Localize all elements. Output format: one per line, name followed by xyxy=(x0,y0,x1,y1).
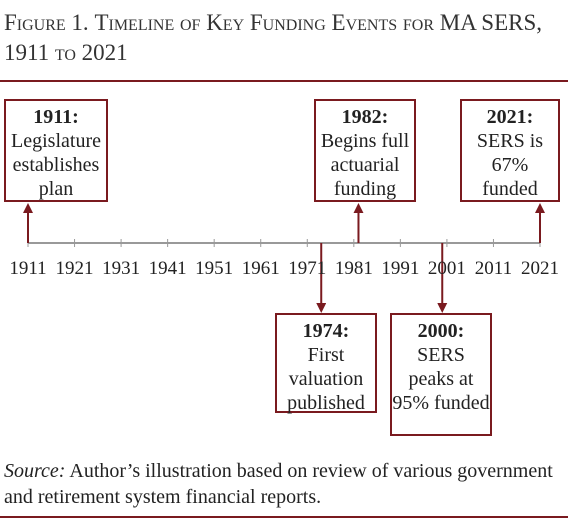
event-connectors xyxy=(23,203,545,313)
tick-label: 2021 xyxy=(521,258,559,279)
event-year: 1974: xyxy=(302,320,350,342)
tick-label: 2001 xyxy=(427,258,466,279)
tick-label: 1941 xyxy=(148,258,187,279)
tick-label: 1921 xyxy=(55,258,94,279)
tick-label: 1911 xyxy=(9,258,47,279)
bottom-rule xyxy=(0,516,568,518)
event-box-1982: 1982: Begins full actuarial funding xyxy=(314,99,416,202)
event-description: First valuation published xyxy=(287,344,365,414)
source-label: Source: xyxy=(4,460,66,482)
tick-label: 1981 xyxy=(334,258,373,279)
top-rule xyxy=(0,80,568,82)
event-description: SERS is 67% funded xyxy=(476,130,544,200)
figure-title: Figure 1. Timeline of Key Funding Events… xyxy=(4,8,560,68)
event-box-1911: 1911: Legislature establishes plan xyxy=(4,99,108,202)
tick-label: 1991 xyxy=(381,258,420,279)
tick-label: 1931 xyxy=(102,258,141,279)
tick-label: 1971 xyxy=(288,258,327,279)
event-box-1974: 1974: First valuation published xyxy=(275,313,377,414)
source-text: Author’s illustration based on review of… xyxy=(4,460,553,508)
event-description: Legislature establishes plan xyxy=(11,130,101,200)
figure-title-text: Timeline of Key Funding Events for MA SE… xyxy=(4,10,543,65)
tick-label: 2011 xyxy=(474,258,513,279)
event-box-2000: 2000: SERS peaks at 95% funded xyxy=(390,313,492,436)
event-description: Begins full actuarial funding xyxy=(320,130,410,200)
tick-label: 1951 xyxy=(195,258,234,279)
event-year: 2000: xyxy=(417,320,465,342)
figure-number: Figure 1. xyxy=(4,10,89,35)
event-box-2021: 2021: SERS is 67% funded xyxy=(460,99,560,202)
event-description: SERS peaks at 95% funded xyxy=(392,344,490,414)
tick-label: 1961 xyxy=(241,258,280,279)
event-year: 1982: xyxy=(341,106,389,128)
event-year: 1911: xyxy=(33,106,79,128)
source-note: Source: Author’s illustration based on r… xyxy=(4,458,560,510)
event-year: 2021: xyxy=(486,106,534,128)
